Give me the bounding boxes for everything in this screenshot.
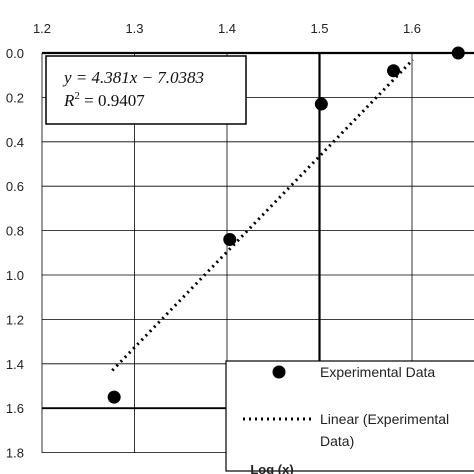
y-tick-label: 1.4 [6, 357, 24, 372]
x-tick-label: 1.4 [218, 21, 236, 36]
data-point [107, 390, 121, 404]
y-tick-label: 0.2 [6, 90, 24, 105]
trendline-linear [111, 58, 415, 372]
data-points [107, 46, 465, 404]
y-tick-label: 0.8 [6, 224, 24, 239]
trendline [111, 58, 415, 372]
y-tick-label: 0.4 [6, 135, 24, 150]
data-point [451, 46, 465, 60]
y-tick-label: 1.2 [6, 312, 24, 327]
y-tick-label: 1.6 [6, 401, 24, 416]
x-tick-labels: 1.2 1.3 1.4 1.5 1.6 [33, 21, 421, 36]
x-tick-label: 1.6 [403, 21, 421, 36]
data-point [223, 232, 237, 246]
legend: Experimental Data Linear (Experimental D… [225, 360, 474, 472]
r-squared-exp: 2 [74, 90, 80, 102]
data-point [314, 97, 328, 111]
x-axis-label: Log (x) [250, 462, 293, 474]
r-squared-value: = 0.9407 [80, 91, 145, 110]
equation-box: y = 4.381x − 7.0383 R2 = 0.9407 [45, 55, 247, 125]
x-tick-label: 1.3 [125, 21, 143, 36]
legend-label-linear-2: Data) [320, 433, 354, 449]
r-squared-label: R [63, 91, 75, 110]
y-tick-label: 0.6 [6, 179, 24, 194]
legend-label-linear-1: Linear (Experimental [320, 411, 449, 427]
legend-marker-circle [272, 365, 286, 379]
x-tick-label: 1.2 [33, 21, 51, 36]
r-squared-text: R2 = 0.9407 [63, 90, 145, 110]
y-tick-label: 1.0 [6, 268, 24, 283]
y-tick-label: 1.8 [6, 446, 24, 461]
equation-text: y = 4.381x − 7.0383 [62, 68, 204, 87]
y-tick-label: 0.0 [6, 46, 24, 61]
x-tick-label: 1.5 [310, 21, 328, 36]
legend-label-experimental: Experimental Data [320, 364, 435, 380]
data-point [387, 64, 400, 78]
y-tick-labels: 0.0 0.2 0.4 0.6 0.8 1.0 1.2 1.4 1.6 1.8 [6, 46, 24, 461]
